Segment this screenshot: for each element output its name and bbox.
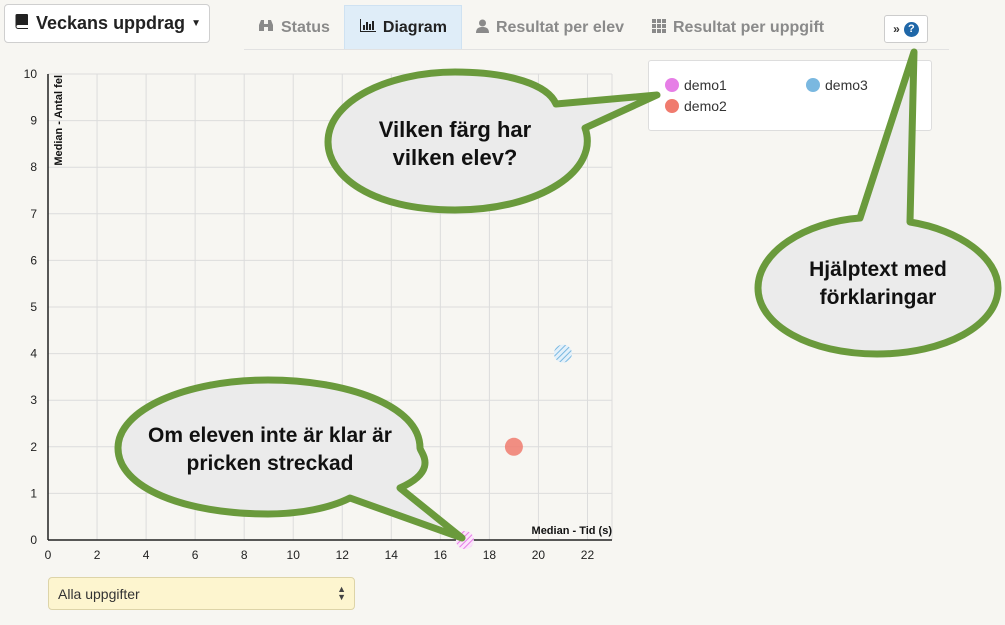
y-axis-label: Median - Antal fel (53, 75, 65, 166)
x-tick-label: 6 (192, 548, 199, 562)
assignment-dropdown-label: Veckans uppdrag (36, 13, 186, 33)
legend-label-demo1: demo1 (684, 77, 727, 93)
grid-icon (652, 18, 666, 37)
caret-down-icon: ▼ (191, 18, 201, 29)
data-point-demo3[interactable] (553, 344, 572, 363)
double-chevron-down-icon: » (893, 22, 900, 36)
question-mark-icon: ? (903, 21, 919, 37)
y-tick-label: 1 (30, 486, 37, 500)
legend-item-demo1: demo1 (665, 77, 727, 93)
x-tick-label: 18 (483, 548, 497, 562)
y-tick-label: 8 (30, 160, 37, 174)
legend-callout-text: Vilken färg har vilken elev? (378, 117, 532, 170)
select-arrows-icon: ▲ ▼ (337, 584, 346, 602)
tab-diagram[interactable]: Diagram (343, 5, 462, 50)
tab-diagram-label: Diagram (382, 19, 447, 36)
task-filter-value: Alla uppgifter (58, 585, 140, 602)
data-point-demo2[interactable] (504, 437, 523, 456)
legend-dot-demo2 (665, 99, 679, 113)
tab-resultat-per-uppgift[interactable]: Resultat per uppgift (638, 5, 838, 50)
view-tabs: Status Diagram Resultat per elev Resulta… (244, 5, 838, 50)
x-tick-label: 12 (336, 548, 350, 562)
y-tick-label: 9 (30, 114, 37, 128)
legend-dot-demo3 (806, 78, 820, 92)
help-callout-text: Hjälptext med förklaringar (809, 258, 947, 309)
x-tick-label: 0 (45, 548, 52, 562)
book-icon (15, 13, 30, 34)
x-tick-label: 22 (581, 548, 595, 562)
dashed-callout-text: Om eleven inte är klar är pricken streck… (148, 424, 392, 475)
y-tick-label: 4 (30, 347, 37, 361)
tab-status[interactable]: Status (244, 5, 344, 50)
x-tick-label: 4 (143, 548, 150, 562)
y-tick-label: 6 (30, 253, 37, 267)
y-tick-label: 10 (24, 67, 38, 81)
data-point-demo1[interactable] (455, 531, 474, 549)
user-icon (475, 19, 489, 37)
legend-label-demo2: demo2 (684, 98, 727, 114)
y-tick-label: 0 (30, 533, 37, 547)
tab-resultat-per-elev[interactable]: Resultat per elev (462, 5, 638, 50)
help-toggle-button[interactable]: » ? (884, 15, 928, 43)
tab-status-label: Status (281, 18, 330, 36)
x-tick-label: 16 (434, 548, 448, 562)
x-tick-label: 20 (532, 548, 546, 562)
x-tick-label: 14 (385, 548, 399, 562)
bar-chart-icon (359, 19, 376, 37)
x-tick-label: 10 (287, 548, 301, 562)
task-filter-select[interactable]: Alla uppgifter ▲ ▼ (48, 577, 355, 610)
chart-legend: demo1 demo2 demo3 (648, 60, 932, 131)
x-tick-label: 2 (94, 548, 101, 562)
x-tick-label: 8 (241, 548, 248, 562)
assignment-dropdown[interactable]: Veckans uppdrag ▼ (4, 4, 210, 43)
y-tick-label: 7 (30, 207, 37, 221)
legend-item-demo3: demo3 (806, 77, 868, 93)
y-tick-label: 5 (30, 300, 37, 314)
legend-dot-demo1 (665, 78, 679, 92)
tab-resultat-per-uppgift-label: Resultat per uppgift (673, 18, 825, 36)
x-axis-label: Median - Tid (s) (532, 525, 613, 537)
legend-item-demo2: demo2 (665, 98, 727, 114)
legend-label-demo3: demo3 (825, 77, 868, 93)
tab-underline (244, 49, 949, 50)
tab-resultat-per-elev-label: Resultat per elev (495, 18, 624, 36)
y-tick-label: 2 (30, 440, 37, 454)
binoculars-icon (258, 19, 274, 37)
y-tick-label: 3 (30, 393, 37, 407)
